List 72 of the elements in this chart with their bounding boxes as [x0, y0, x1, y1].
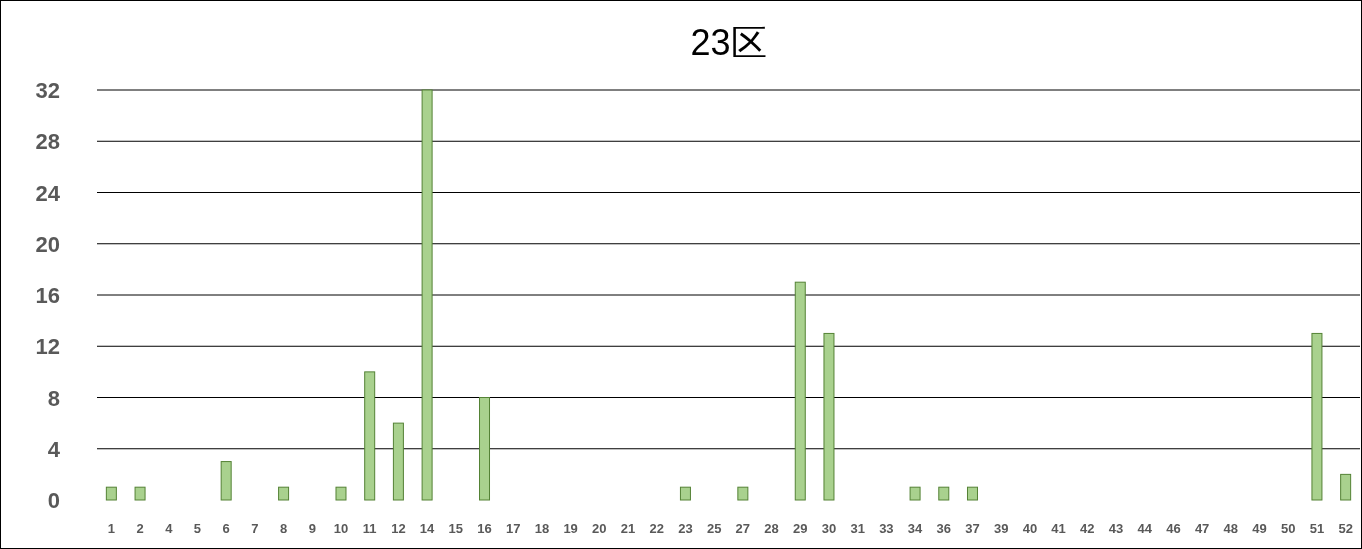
x-tick-label: 29 — [793, 521, 808, 536]
bar — [479, 397, 491, 501]
bar — [938, 486, 950, 501]
bar — [105, 486, 117, 501]
x-tick-label: 12 — [391, 521, 406, 536]
x-tick-label: 10 — [333, 521, 349, 536]
y-tick-label: 32 — [35, 78, 60, 103]
bar — [134, 486, 146, 501]
bar — [335, 486, 347, 501]
x-tick-label: 34 — [907, 521, 924, 536]
x-tick-label: 49 — [1252, 521, 1267, 536]
x-tick-label: 20 — [592, 521, 607, 536]
x-tick-label: 14 — [419, 521, 436, 536]
x-tick-label: 15 — [448, 521, 464, 536]
y-tick-label: 28 — [35, 129, 60, 155]
y-tick-label: 0 — [47, 488, 60, 513]
bar — [278, 486, 290, 501]
bar — [421, 89, 433, 501]
x-tick-label: 27 — [735, 521, 751, 536]
x-tick-label: 19 — [563, 521, 578, 536]
x-tick-label: 11 — [362, 521, 377, 536]
bar — [794, 281, 806, 501]
x-tick-label: 42 — [1080, 521, 1095, 536]
y-tick-label: 24 — [35, 180, 61, 206]
x-tick-label: 16 — [477, 521, 492, 536]
bar — [823, 332, 835, 501]
bar — [1340, 473, 1352, 501]
x-tick-label: 5 — [193, 521, 202, 536]
x-tick-label: 47 — [1194, 521, 1210, 536]
x-tick-label: 25 — [706, 521, 722, 536]
x-tick-label: 48 — [1223, 521, 1239, 536]
bar — [1311, 332, 1323, 501]
x-tick-label: 52 — [1338, 521, 1353, 536]
x-tick-label: 43 — [1108, 521, 1124, 536]
x-tick-label: 36 — [936, 521, 952, 536]
x-tick-label: 28 — [764, 521, 779, 536]
x-tick-label: 17 — [505, 521, 521, 536]
x-tick-label: 50 — [1281, 521, 1296, 536]
x-tick-label: 37 — [965, 521, 980, 536]
x-tick-label: 51 — [1309, 521, 1325, 536]
x-tick-label: 9 — [308, 521, 316, 536]
x-tick-label: 30 — [821, 521, 837, 536]
x-tick-label: 21 — [620, 521, 636, 536]
x-tick-label: 22 — [649, 521, 664, 536]
x-tick-label: 1 — [107, 521, 115, 536]
x-tick-label: 44 — [1137, 521, 1153, 536]
x-tick-label: 7 — [251, 521, 259, 536]
bar — [966, 486, 978, 501]
x-tick-label: 41 — [1051, 521, 1066, 536]
x-tick-label: 2 — [136, 521, 144, 536]
x-tick-label: 31 — [850, 521, 865, 536]
x-tick-label: 33 — [879, 521, 894, 536]
y-tick-label: 12 — [35, 334, 60, 360]
x-tick-label: 23 — [678, 521, 693, 536]
x-tick-label: 8 — [279, 521, 288, 536]
x-tick-label: 6 — [222, 521, 230, 536]
x-tick-label: 46 — [1166, 521, 1181, 536]
bar — [364, 371, 376, 501]
bar — [909, 486, 921, 501]
bar — [220, 461, 232, 501]
x-tick-label: 40 — [1022, 521, 1038, 536]
y-tick-label: 20 — [35, 231, 60, 257]
y-tick-label: 8 — [47, 385, 60, 411]
x-tick-label: 4 — [165, 521, 174, 536]
x-tick-label: 39 — [993, 521, 1009, 536]
y-tick-label: 16 — [35, 283, 60, 308]
x-tick-label: 18 — [534, 521, 550, 536]
bar — [737, 486, 749, 501]
bar — [679, 486, 691, 501]
y-tick-label: 4 — [47, 436, 61, 462]
chart-title: 23区 — [690, 22, 767, 63]
bar — [392, 422, 404, 501]
